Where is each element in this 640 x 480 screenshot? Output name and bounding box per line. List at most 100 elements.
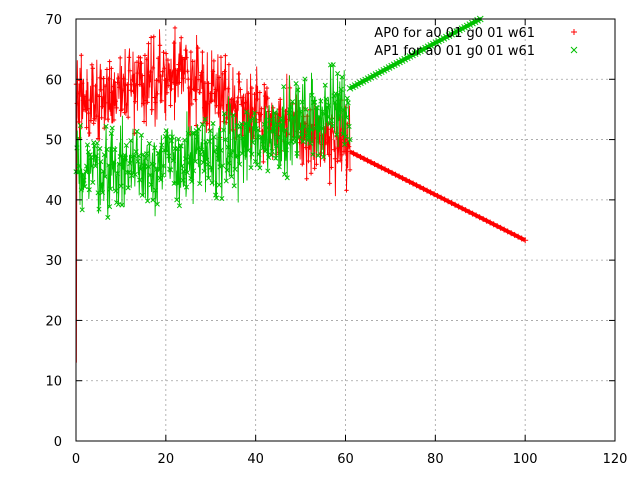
data-point (229, 174, 235, 180)
data-point (332, 156, 338, 161)
trend-point (508, 230, 515, 237)
legend-marker-shape (571, 29, 577, 35)
trend-point (382, 166, 389, 173)
data-point (315, 153, 321, 159)
data-point (116, 75, 121, 81)
data-point (244, 109, 250, 115)
trend-point (392, 171, 399, 178)
data-point (201, 105, 207, 110)
data-point (111, 159, 117, 165)
data-point (171, 40, 177, 46)
data-point (153, 100, 158, 105)
x-tick-label: 120 (603, 452, 628, 467)
data-point (288, 104, 294, 110)
trend-point (497, 224, 504, 231)
data-point (346, 144, 352, 149)
data-point (208, 91, 213, 96)
data-point (277, 107, 282, 112)
data-point (208, 164, 214, 170)
data-point (209, 180, 215, 186)
data-point (239, 150, 245, 157)
data-point (110, 90, 115, 95)
data-point (166, 83, 172, 88)
y-tick-label: 10 (45, 375, 62, 390)
data-point (163, 51, 169, 56)
data-point (330, 62, 336, 68)
trend-point (522, 237, 529, 244)
data-point (335, 71, 341, 77)
data-point (226, 160, 232, 166)
data-point (170, 70, 175, 76)
data-point (269, 148, 275, 154)
data-point (119, 202, 125, 208)
data-point (341, 107, 347, 113)
data-point (254, 96, 260, 102)
data-point (264, 85, 270, 91)
data-point (240, 135, 246, 141)
data-point (202, 116, 208, 122)
trend-point (445, 198, 452, 205)
data-point (280, 119, 286, 125)
data-point (137, 177, 143, 183)
data-point (339, 152, 345, 158)
data-point (307, 140, 313, 146)
data-point (232, 103, 237, 109)
data-point (128, 88, 133, 93)
trend-point (515, 233, 522, 240)
data-point (180, 177, 186, 183)
data-point (255, 127, 261, 133)
data-point (289, 99, 296, 105)
x-tick-label: 100 (513, 452, 538, 467)
data-point (221, 111, 228, 117)
data-point (210, 69, 216, 74)
x-tick-label: 40 (247, 452, 264, 467)
data-point (95, 190, 101, 196)
data-point (146, 140, 152, 146)
data-point (92, 163, 98, 169)
data-point (199, 121, 205, 127)
data-point (243, 100, 248, 105)
data-point (252, 158, 258, 164)
data-point (290, 114, 296, 120)
data-point (120, 166, 126, 172)
data-point (134, 60, 140, 65)
trend-point (455, 203, 462, 210)
data-point (198, 73, 203, 78)
data-point (148, 35, 154, 40)
data-point (191, 130, 197, 136)
data-point (97, 75, 103, 81)
data-point (312, 166, 317, 171)
data-point (129, 82, 134, 87)
trend-point (364, 157, 371, 164)
data-point (113, 99, 118, 104)
data-point (335, 159, 340, 164)
data-point (216, 75, 222, 80)
data-point (300, 162, 305, 167)
data-point (345, 100, 351, 106)
data-point (149, 107, 155, 112)
data-point (219, 195, 225, 202)
data-point (339, 74, 345, 80)
data-point (99, 115, 104, 121)
data-point (281, 84, 287, 90)
data-point (334, 132, 340, 138)
data-point (316, 113, 322, 120)
data-point (220, 71, 225, 77)
data-point (131, 89, 136, 94)
data-point (204, 101, 210, 107)
data-point (104, 146, 110, 152)
data-point (83, 103, 88, 108)
data-point (255, 110, 261, 115)
data-point (164, 148, 170, 154)
data-point (106, 76, 111, 82)
data-point (113, 188, 119, 194)
data-point (341, 149, 347, 154)
data-point (131, 153, 137, 159)
data-point (146, 41, 151, 46)
data-point (273, 155, 279, 161)
data-point (207, 128, 213, 134)
data-point (107, 204, 113, 210)
data-point (163, 77, 168, 83)
data-point (272, 110, 278, 116)
data-point (201, 168, 207, 174)
